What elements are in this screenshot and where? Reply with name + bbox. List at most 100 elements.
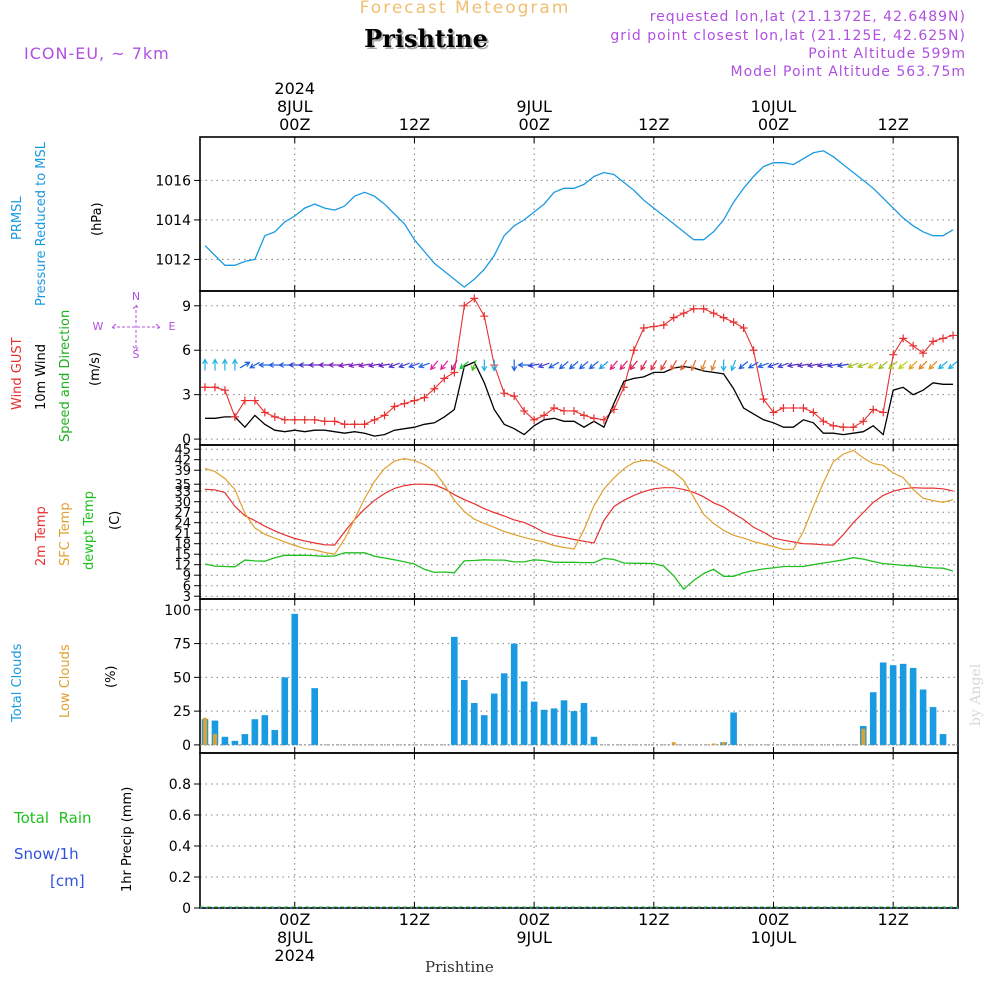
rain-label: Total Rain xyxy=(14,809,92,827)
low-cloud-bar xyxy=(212,734,217,745)
time-label-top: 9JUL xyxy=(516,97,552,116)
time-label-top: 10JUL xyxy=(751,97,797,116)
wind-arrow xyxy=(629,360,638,371)
gust-marker xyxy=(689,304,698,313)
dewpt-line xyxy=(204,552,954,591)
wind-arrow xyxy=(777,362,789,369)
y-tick-label: 30 xyxy=(174,496,191,511)
gust-marker xyxy=(260,408,269,417)
gust-marker xyxy=(470,294,479,303)
gust-marker xyxy=(599,415,608,424)
total-cloud-bar xyxy=(560,700,568,745)
gust-marker xyxy=(530,415,539,424)
y-tick-label: 75 xyxy=(173,637,191,653)
wind-arrow xyxy=(202,358,208,371)
gust-marker xyxy=(280,415,289,424)
wind-arrow xyxy=(398,362,410,369)
y-tick-label: 1014 xyxy=(155,213,191,229)
total-cloud-bar xyxy=(211,720,219,745)
time-label-bottom: 12Z xyxy=(638,910,669,929)
gust-marker xyxy=(410,396,419,405)
wind-arrow xyxy=(357,362,371,369)
chart-super-title: Forecast Meteogram xyxy=(359,0,571,18)
total-cloud-bar xyxy=(899,663,907,745)
wind-arrow xyxy=(568,361,579,370)
wind-arrow xyxy=(537,362,550,369)
total-cloud-bar xyxy=(451,636,458,745)
t2m-line xyxy=(204,483,954,546)
low-cloud-bar xyxy=(671,742,676,745)
wind-arrow xyxy=(937,361,948,370)
gust-marker xyxy=(550,403,559,412)
total-cloud-bar xyxy=(879,662,887,745)
low-cloud-bar xyxy=(711,743,716,745)
gust-marker xyxy=(500,389,509,398)
requested-coords: requested lon,lat (21.1372E, 42.6489N) xyxy=(649,9,966,25)
y-tick-label: 15 xyxy=(174,548,191,563)
gust-marker xyxy=(929,337,938,346)
wind-arrow xyxy=(786,362,800,369)
gust-marker xyxy=(879,408,888,417)
total-cloud-bar xyxy=(470,703,478,745)
gust-marker xyxy=(370,415,379,424)
time-label-top: 12Z xyxy=(399,115,430,134)
gust-marker xyxy=(829,421,838,430)
wind-arrow xyxy=(700,359,707,372)
low-cloud-bar xyxy=(861,728,866,745)
gust-marker xyxy=(350,420,359,429)
gust-marker xyxy=(390,402,399,411)
wind-arrow xyxy=(796,362,809,369)
wind-arrow xyxy=(867,361,879,369)
gust-marker xyxy=(899,334,908,343)
wind-arrow xyxy=(670,359,678,371)
total-cloud-bar xyxy=(730,712,737,745)
wind-arrow xyxy=(578,361,589,370)
gust-marker xyxy=(360,420,369,429)
y-tick-label: 45 xyxy=(174,443,191,458)
gust-marker xyxy=(699,304,708,313)
snow-unit: [cm] xyxy=(50,872,85,890)
wind-arrow xyxy=(450,359,458,371)
y-tick-label: 50 xyxy=(173,670,191,686)
gust-marker xyxy=(729,318,738,327)
wind-arrow xyxy=(429,360,439,371)
y-tick-label: 6 xyxy=(183,580,191,595)
compass-e: E xyxy=(169,320,176,333)
y-tick-label: 0.2 xyxy=(169,870,191,886)
wind-arrow xyxy=(710,359,717,372)
total-cloud-bar xyxy=(550,708,558,745)
total-cloud-bar xyxy=(869,692,877,745)
tsfc-line xyxy=(204,449,954,555)
wind-arrow xyxy=(720,359,727,372)
gust-marker xyxy=(809,408,818,417)
time-label-bottom: 12Z xyxy=(878,910,909,929)
y-tick-label: 0 xyxy=(182,738,191,754)
wind-arrow xyxy=(747,361,759,369)
total-cloud-bar xyxy=(311,688,318,745)
wind-arrow xyxy=(609,360,618,371)
y-tick-label: 1016 xyxy=(155,173,191,189)
gust-marker xyxy=(919,349,928,358)
time-label-top: 12Z xyxy=(878,115,909,134)
y-tick-label: 100 xyxy=(164,603,191,619)
compass-w: W xyxy=(93,320,104,333)
model-label: ICON-EU, ~ 7km xyxy=(24,44,170,63)
y-tick-label: 0.4 xyxy=(169,839,191,855)
wind-arrow xyxy=(249,361,260,369)
pressure-line xyxy=(204,150,954,288)
model-altitude: Model Point Altitude 563.75m xyxy=(730,64,966,80)
wind-arrow xyxy=(548,361,560,369)
panel-frame-temp xyxy=(199,444,959,600)
gust-marker xyxy=(679,309,688,318)
y-tick-label: 42 xyxy=(174,454,191,469)
y-tick-label: 18 xyxy=(174,538,191,553)
wind-arrow xyxy=(730,359,737,372)
time-label-top: 8JUL xyxy=(277,97,313,116)
gust-marker xyxy=(420,393,429,402)
gust-marker xyxy=(310,415,319,424)
y-tick-label: 21 xyxy=(174,527,191,542)
wind-arrow xyxy=(640,359,648,371)
time-label-bottom: 9JUL xyxy=(516,928,552,947)
y-tick-label: 39 xyxy=(174,464,191,479)
total-cloud-bar xyxy=(261,715,269,745)
